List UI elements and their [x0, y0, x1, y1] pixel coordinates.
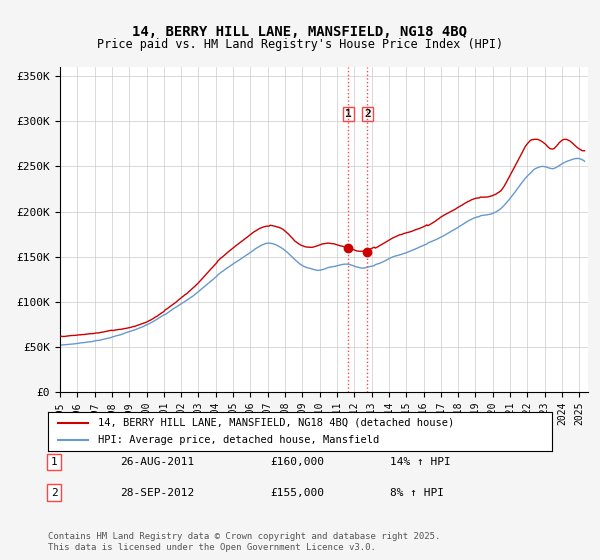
Text: 28-SEP-2012: 28-SEP-2012 [120, 488, 194, 498]
Text: 1: 1 [50, 457, 58, 467]
Text: 26-AUG-2011: 26-AUG-2011 [120, 457, 194, 467]
Text: 2: 2 [364, 109, 371, 119]
Text: 14, BERRY HILL LANE, MANSFIELD, NG18 4BQ: 14, BERRY HILL LANE, MANSFIELD, NG18 4BQ [133, 25, 467, 39]
Text: 8% ↑ HPI: 8% ↑ HPI [390, 488, 444, 498]
Text: £160,000: £160,000 [270, 457, 324, 467]
Text: £155,000: £155,000 [270, 488, 324, 498]
Text: HPI: Average price, detached house, Mansfield: HPI: Average price, detached house, Mans… [98, 435, 380, 445]
Text: 14% ↑ HPI: 14% ↑ HPI [390, 457, 451, 467]
Text: 1: 1 [345, 109, 352, 119]
Text: 14, BERRY HILL LANE, MANSFIELD, NG18 4BQ (detached house): 14, BERRY HILL LANE, MANSFIELD, NG18 4BQ… [98, 418, 455, 428]
Text: 2: 2 [50, 488, 58, 498]
Text: Price paid vs. HM Land Registry's House Price Index (HPI): Price paid vs. HM Land Registry's House … [97, 38, 503, 51]
Text: Contains HM Land Registry data © Crown copyright and database right 2025.
This d: Contains HM Land Registry data © Crown c… [48, 532, 440, 552]
